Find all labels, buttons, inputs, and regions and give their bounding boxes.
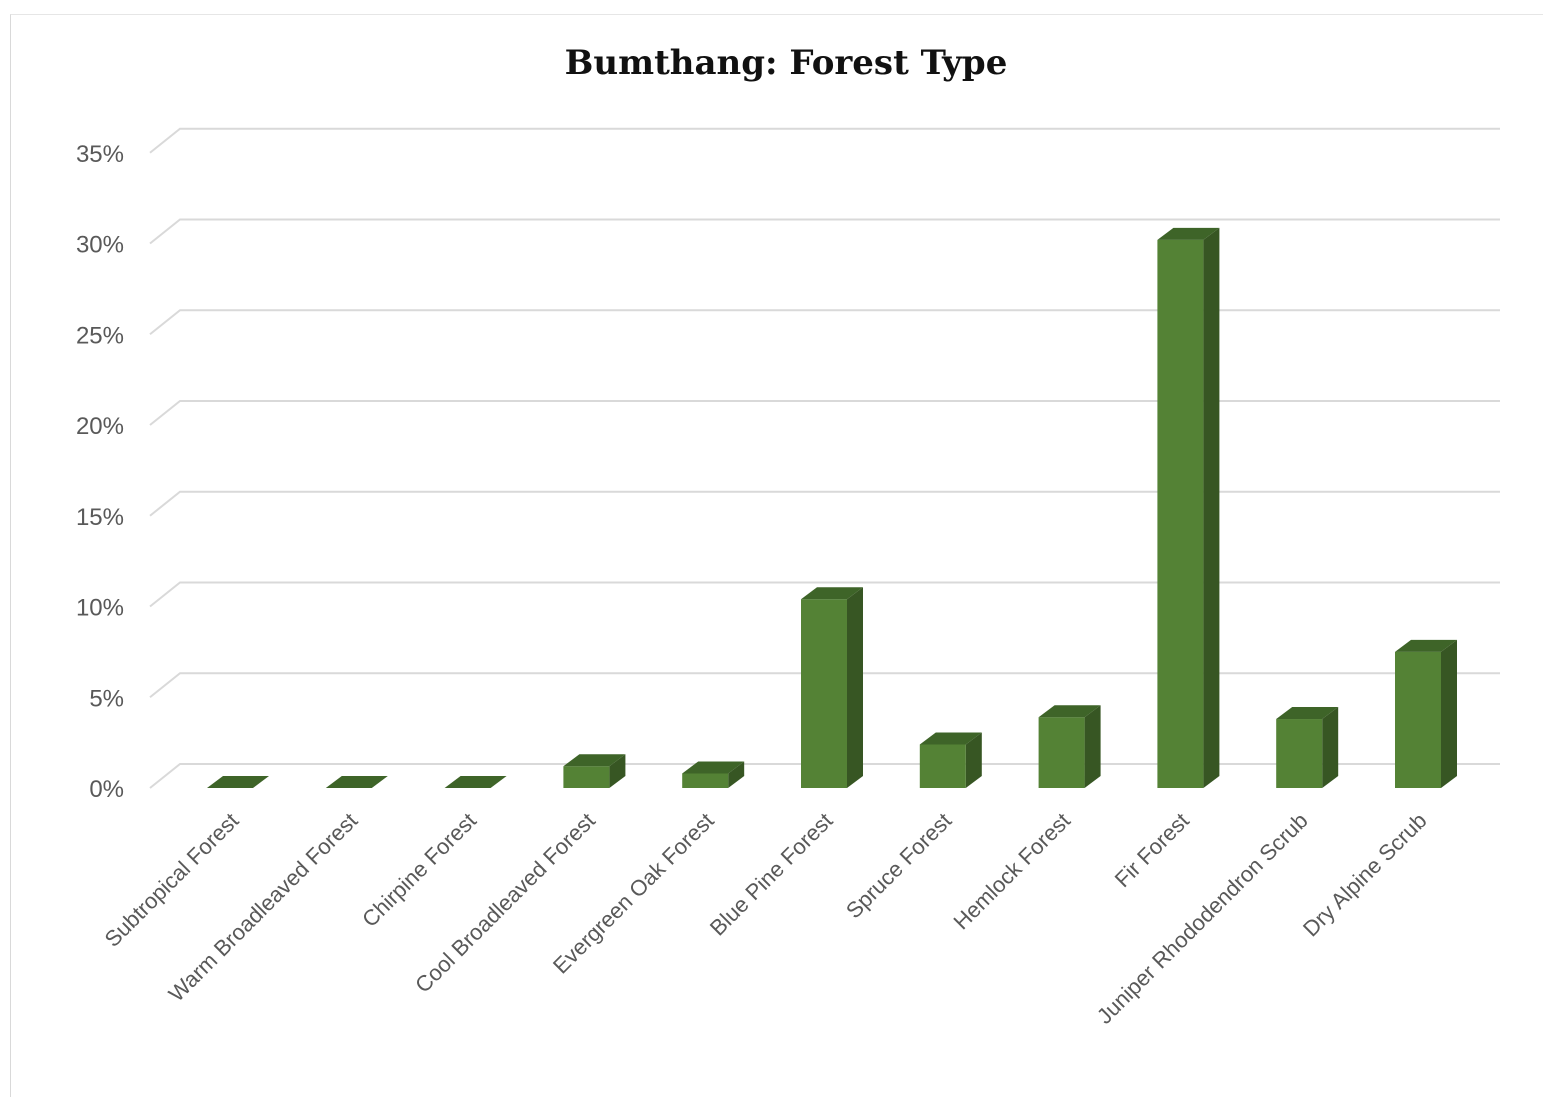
- x-tick-label: Juniper Rhododendron Scrub: [1092, 808, 1313, 1029]
- bar-front: [1157, 239, 1204, 788]
- bar-top: [682, 761, 745, 774]
- bar-front: [1276, 719, 1323, 788]
- bar-top: [801, 587, 863, 600]
- gridline: [149, 309, 1500, 336]
- y-tick-label: 5%: [89, 685, 124, 712]
- y-tick-label: 25%: [76, 322, 124, 349]
- bar: [1276, 707, 1339, 788]
- bar-side: [609, 754, 626, 788]
- bar-top: [919, 732, 982, 745]
- bar-top: [1157, 227, 1220, 240]
- x-tick-label: Spruce Forest: [841, 808, 956, 923]
- bar-top: [1038, 705, 1101, 718]
- bar: [325, 776, 388, 788]
- bar-front: [919, 744, 966, 788]
- bar-side: [847, 587, 863, 788]
- gridline: [149, 490, 1500, 517]
- bar-top: [563, 754, 626, 767]
- y-tick-label: 15%: [76, 504, 124, 531]
- bar-side: [965, 732, 982, 788]
- x-tick-label: Dry Alpine Scrub: [1298, 808, 1432, 942]
- bar-side: [1441, 639, 1457, 788]
- bar-front: [682, 773, 729, 788]
- y-tick-label: 30%: [76, 232, 124, 259]
- bar-side: [1084, 705, 1101, 788]
- bar: [682, 761, 745, 788]
- bar: [444, 776, 507, 788]
- x-tick-label: Chirpine Forest: [357, 808, 481, 932]
- gridline: [149, 400, 1500, 426]
- bar: [919, 732, 982, 788]
- y-axis-ticks: 0% 5% 10% 15% 20% 25% 30% 35%: [76, 141, 124, 803]
- bar-side: [728, 761, 745, 788]
- chart-title: Bumthang: Forest Type: [565, 43, 1008, 83]
- bar-top: [1276, 707, 1339, 720]
- bar-side: [1322, 707, 1339, 788]
- bar: [1038, 705, 1101, 788]
- bar: [563, 754, 626, 788]
- bar-side: [1203, 227, 1220, 788]
- bar-front: [1395, 651, 1441, 788]
- y-tick-label: 0%: [89, 776, 124, 803]
- gridline: [149, 672, 1500, 699]
- y-tick-label: 35%: [76, 141, 124, 168]
- y-tick-label: 10%: [76, 595, 124, 622]
- bar-top: [1395, 639, 1457, 652]
- bar-top: [325, 776, 388, 788]
- bar-front: [801, 599, 847, 788]
- bar: [207, 776, 269, 788]
- y-tick-label: 20%: [76, 413, 124, 440]
- x-tick-label: Fir Forest: [1110, 808, 1194, 892]
- gridline: [149, 127, 1500, 154]
- bar-top: [444, 776, 507, 788]
- gridline: [149, 218, 1500, 245]
- gridline: [149, 581, 1500, 608]
- chart-frame: [10, 14, 1543, 1097]
- bar-top: [207, 776, 269, 788]
- x-tick-label: Blue Pine Forest: [705, 808, 838, 941]
- bar-front: [1038, 717, 1085, 788]
- x-tick-label: Hemlock Forest: [949, 808, 1076, 935]
- x-tick-label: Warm Broadleaved Forest: [164, 808, 363, 1007]
- bar-front: [563, 766, 610, 788]
- bar: [1157, 227, 1220, 788]
- bar: [1395, 639, 1457, 788]
- bar: [801, 587, 863, 788]
- bars: [207, 227, 1457, 788]
